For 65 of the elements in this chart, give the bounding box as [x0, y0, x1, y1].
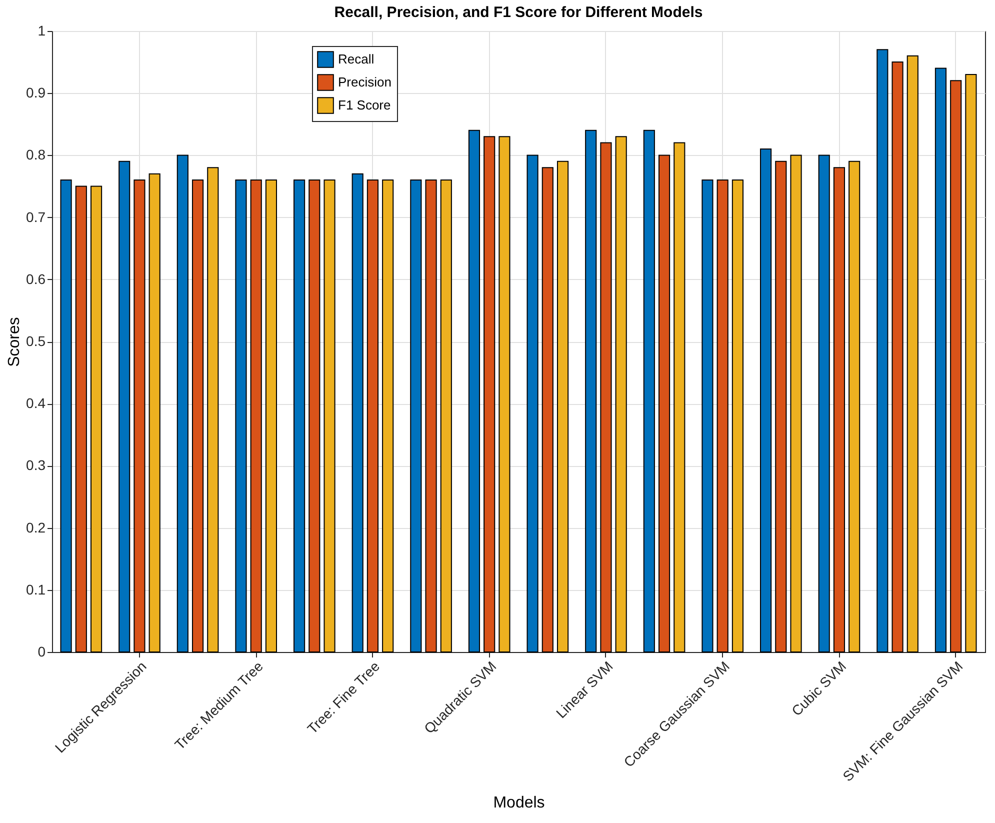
- y-tick-label: 0.8: [26, 146, 46, 163]
- legend-label: Recall: [338, 52, 374, 66]
- y-tick-label: 1: [38, 22, 46, 38]
- bar: [382, 180, 394, 652]
- bar: [615, 136, 627, 652]
- bar: [324, 180, 336, 652]
- bar: [366, 180, 379, 652]
- bar: [658, 154, 670, 652]
- bar: [674, 142, 686, 652]
- y-axis-title: Scores: [6, 317, 24, 367]
- bar: [526, 154, 538, 652]
- bar: [60, 180, 72, 652]
- bar: [965, 74, 977, 652]
- bar: [293, 180, 306, 652]
- bar: [425, 180, 437, 652]
- bar: [600, 142, 612, 652]
- bar: [308, 180, 320, 652]
- bar: [265, 180, 278, 652]
- bar: [643, 130, 655, 652]
- y-tick-label: 0.6: [26, 270, 46, 287]
- bar: [134, 180, 146, 652]
- bar: [833, 167, 846, 652]
- bar: [702, 180, 714, 652]
- bar: [934, 68, 947, 652]
- bar: [440, 180, 452, 652]
- y-tick-label: 0.7: [26, 208, 46, 225]
- bar: [207, 167, 219, 652]
- y-tick-label: 0.2: [26, 519, 46, 536]
- bar: [818, 154, 830, 652]
- bar: [775, 160, 787, 652]
- bar: [90, 186, 102, 652]
- y-tick-label: 0.3: [26, 457, 46, 474]
- bar: [468, 130, 480, 652]
- y-tick-label: 0: [38, 644, 46, 660]
- bar: [410, 180, 422, 652]
- y-tick-label: 0.5: [26, 333, 46, 349]
- bar: [484, 136, 496, 652]
- bar: [848, 160, 860, 652]
- y-tick-label: 0.4: [26, 395, 46, 412]
- bar: [790, 154, 802, 652]
- bar: [498, 136, 510, 652]
- legend-label: Precision: [338, 74, 392, 90]
- bar: [75, 186, 87, 652]
- bar: [148, 173, 160, 652]
- bar: [760, 148, 772, 652]
- x-axis-title: Models: [493, 794, 545, 812]
- bar: [235, 180, 247, 652]
- bar: [585, 130, 597, 652]
- bar: [950, 80, 962, 652]
- legend-label: F1 Score: [338, 98, 391, 112]
- bar: [192, 180, 204, 652]
- y-tick-label: 0.9: [26, 84, 46, 101]
- bar: [250, 180, 262, 652]
- chart-title: Recall, Precision, and F1 Score for Different Models: [334, 4, 703, 21]
- y-tick-label: 0.1: [26, 581, 46, 598]
- bar: [876, 49, 888, 652]
- bar: [732, 180, 744, 652]
- bar: [352, 173, 364, 652]
- bar: [542, 167, 554, 652]
- bar: [118, 160, 130, 652]
- bar: [556, 160, 569, 652]
- bar: [906, 55, 918, 652]
- bar: [892, 62, 904, 652]
- bar: [176, 154, 188, 652]
- bar: [716, 180, 728, 652]
